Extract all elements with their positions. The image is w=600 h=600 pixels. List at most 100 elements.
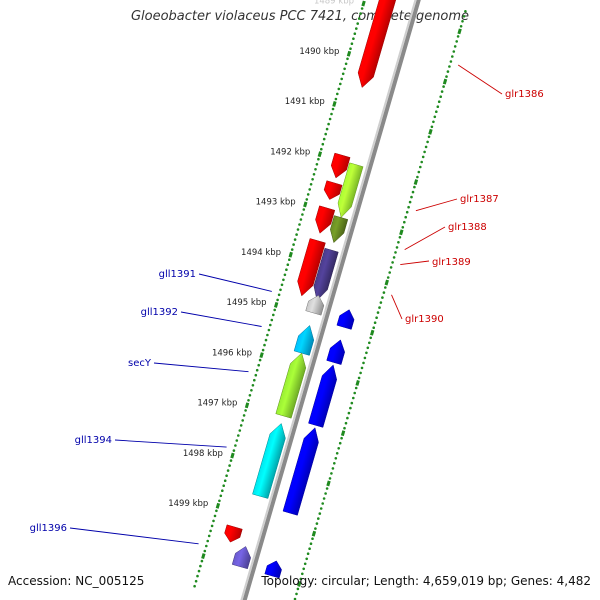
ruler-dot-left bbox=[270, 318, 274, 322]
ruler-dot-left bbox=[194, 579, 198, 583]
ruler-dot-right bbox=[459, 25, 463, 28]
ruler-dot-left bbox=[286, 263, 290, 267]
kbp-label: 1489 kbp bbox=[314, 0, 354, 7]
ruler-dot-left bbox=[277, 293, 281, 297]
ruler-dot-left bbox=[223, 479, 227, 483]
ruler-tick-right bbox=[340, 430, 346, 437]
ruler-dot-right bbox=[398, 236, 402, 239]
ruler-dot-right bbox=[360, 366, 364, 370]
ruler-dot-left bbox=[229, 459, 233, 462]
ruler-dot-left bbox=[353, 32, 357, 35]
ruler-dot-right bbox=[376, 311, 380, 314]
ruler-tick-left bbox=[259, 352, 264, 359]
ruler-dot-right bbox=[353, 391, 357, 395]
kbp-label: 1490 kbp bbox=[299, 47, 339, 57]
ruler-tick-right bbox=[384, 279, 389, 286]
ruler-dot-right bbox=[315, 522, 319, 525]
glr1387-gene-arrow bbox=[337, 162, 364, 219]
ruler-dot-right bbox=[449, 60, 453, 63]
ruler-dot-left bbox=[312, 173, 316, 176]
gll1394-orf-arrow bbox=[282, 427, 319, 516]
ruler-dot-right bbox=[403, 220, 406, 224]
ruler-dot-left bbox=[315, 163, 319, 166]
gll1396-gene-arrow bbox=[231, 546, 251, 570]
ruler-dot-right bbox=[462, 14, 466, 18]
ruler-dot-left bbox=[309, 183, 313, 186]
ruler-dot-right bbox=[302, 567, 306, 571]
ruler-dot-right bbox=[448, 65, 451, 68]
glr1499-orf-arrow bbox=[224, 524, 243, 543]
ruler-dot-right bbox=[446, 70, 450, 73]
ruler-dot-left bbox=[298, 223, 301, 226]
ruler-dot-right bbox=[344, 421, 348, 425]
accession-label: Accession: NC_005125 bbox=[8, 574, 145, 588]
ruler-dot-right bbox=[362, 361, 365, 365]
ruler-dot-left bbox=[241, 419, 244, 422]
ruler-dot-left bbox=[324, 132, 328, 136]
ruler-dot-left bbox=[282, 278, 285, 282]
ruler-dot-left bbox=[357, 17, 361, 20]
gene-label-glr1387: glr1387 bbox=[460, 194, 499, 205]
ruler-dot-left bbox=[359, 12, 362, 15]
ruler-dot-right bbox=[404, 215, 408, 219]
ruler-tick-left bbox=[201, 553, 206, 559]
ruler-dot-right bbox=[368, 341, 371, 345]
ruler-dot-left bbox=[330, 112, 333, 116]
ruler-dot-right bbox=[430, 125, 434, 129]
callout-line bbox=[153, 362, 249, 373]
topology-label: Topology: circular; Length: 4,659,019 bp… bbox=[261, 574, 591, 588]
ruler-tick-left bbox=[332, 101, 337, 107]
ruler-dot-right bbox=[314, 527, 317, 530]
ruler-tick-left bbox=[288, 251, 293, 258]
gene-label-gll1391: gll1391 bbox=[159, 269, 196, 280]
ruler-dot-left bbox=[258, 358, 262, 362]
ruler-dot-left bbox=[350, 42, 354, 45]
kbp-label: 1496 kbp bbox=[212, 348, 252, 358]
ruler-dot-right bbox=[346, 416, 349, 420]
ruler-dot-left bbox=[209, 529, 212, 533]
ruler-dot-right bbox=[379, 301, 383, 304]
ruler-dot-right bbox=[453, 45, 457, 48]
ruler-dot-right bbox=[420, 160, 424, 164]
ruler-dot-left bbox=[360, 7, 364, 10]
callout-line bbox=[404, 226, 446, 250]
ruler-tick-left bbox=[346, 50, 352, 57]
ruler-dot-left bbox=[206, 539, 209, 543]
ruler-tick-right bbox=[413, 179, 419, 185]
ruler-dot-right bbox=[411, 190, 415, 194]
ruler-dot-right bbox=[319, 507, 323, 510]
ruler-dot-right bbox=[391, 261, 394, 264]
gene-label-gll1394: gll1394 bbox=[75, 435, 112, 446]
ruler-dot-left bbox=[213, 514, 217, 518]
ruler-tick-right bbox=[355, 380, 360, 386]
callout-line bbox=[198, 273, 272, 292]
ruler-dot-left bbox=[340, 77, 344, 81]
ruler-dot-left bbox=[222, 484, 225, 488]
ruler-dot-left bbox=[320, 147, 323, 151]
glr1387-orf3-arrow bbox=[315, 205, 336, 234]
ruler-dot-right bbox=[417, 170, 421, 174]
ruler-dot-left bbox=[207, 534, 211, 538]
ruler-dot-left bbox=[322, 137, 326, 141]
ruler-dot-left bbox=[308, 188, 312, 191]
ruler-dot-right bbox=[340, 436, 343, 440]
ruler-dot-left bbox=[247, 399, 250, 402]
ruler-dot-right bbox=[426, 140, 429, 144]
ruler-dot-right bbox=[413, 185, 416, 189]
ruler-dot-right bbox=[397, 241, 400, 244]
backbone-shadow bbox=[240, 0, 417, 600]
ruler-dot-right bbox=[299, 577, 303, 581]
ruler-tick-right bbox=[399, 229, 404, 236]
ruler-dot-left bbox=[321, 142, 325, 146]
gll1392-orf-arrow bbox=[326, 339, 345, 365]
kbp-label: 1497 kbp bbox=[197, 399, 237, 409]
ruler-dot-right bbox=[381, 296, 384, 299]
ruler-dot-left bbox=[302, 208, 306, 211]
ruler-tick-left bbox=[230, 452, 235, 459]
ruler-dot-left bbox=[199, 564, 202, 568]
ruler-dot-left bbox=[337, 87, 341, 91]
ruler-dot-left bbox=[339, 82, 342, 86]
ruler-dot-right bbox=[330, 472, 333, 475]
ruler-dot-left bbox=[295, 233, 298, 236]
